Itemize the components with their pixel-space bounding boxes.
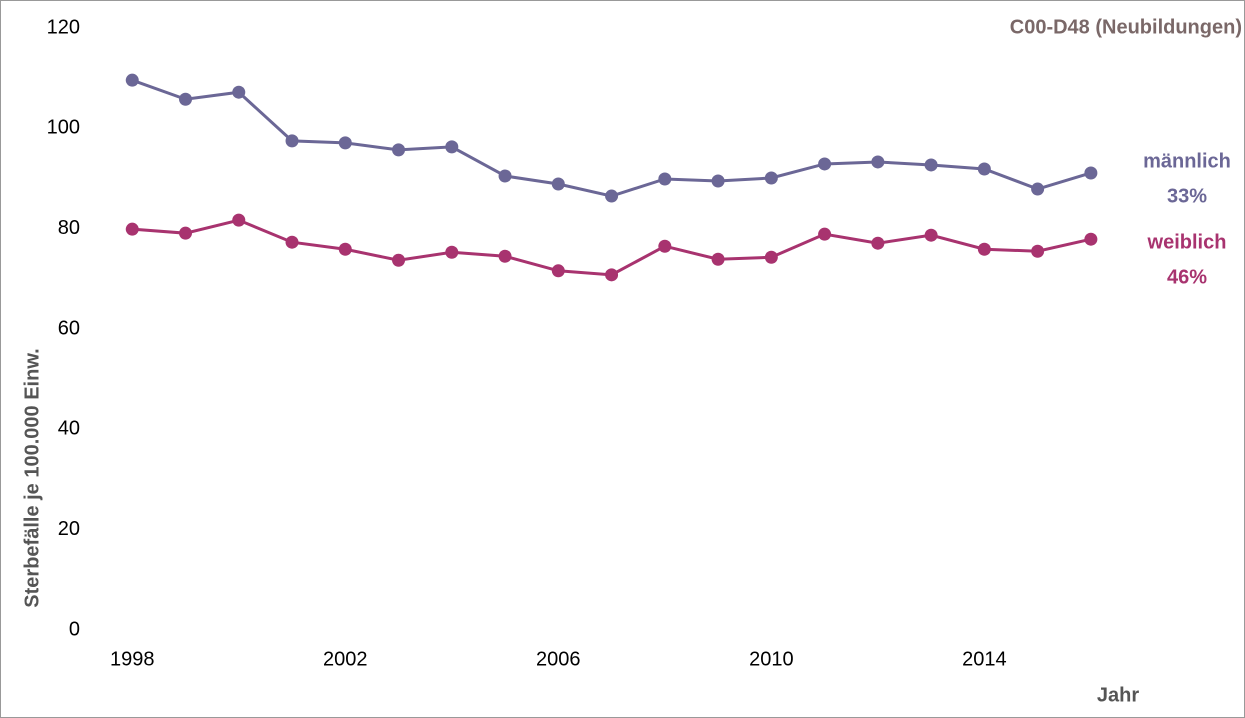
y-tick-label: 20 [58, 518, 80, 540]
data-point [711, 252, 725, 266]
data-point [658, 239, 672, 253]
data-point [445, 245, 459, 259]
data-point [498, 169, 512, 183]
series-annotation: 46% [1167, 266, 1207, 288]
series-label: männlich [1143, 150, 1231, 172]
data-point [551, 264, 565, 278]
data-point [232, 85, 246, 99]
x-tick-label: 1998 [110, 648, 155, 670]
data-point [125, 222, 139, 236]
data-point [1031, 244, 1045, 258]
data-point [338, 136, 352, 150]
data-point [1084, 166, 1098, 180]
data-point [924, 158, 938, 172]
y-tick-label: 100 [47, 117, 80, 139]
x-tick-label: 2014 [962, 648, 1007, 670]
x-tick-label: 2010 [749, 648, 794, 670]
x-axis-label: Jahr [1097, 684, 1139, 706]
x-tick-label: 2006 [536, 648, 581, 670]
y-axis-label: Sterbefälle je 100.000 Einw. [21, 348, 43, 607]
y-tick-label: 40 [58, 418, 80, 440]
data-point [764, 250, 778, 264]
data-point [818, 157, 832, 171]
series-annotation: 33% [1167, 185, 1207, 207]
data-point [392, 253, 406, 267]
y-tick-label: 80 [58, 217, 80, 239]
data-point [658, 172, 672, 186]
data-point [977, 162, 991, 176]
series-label: weiblich [1147, 231, 1227, 253]
data-point [818, 227, 832, 241]
data-point [605, 268, 619, 282]
data-point [711, 174, 725, 188]
data-point [1084, 232, 1098, 246]
y-tick-label: 60 [58, 317, 80, 339]
data-point [871, 236, 885, 250]
data-point [977, 242, 991, 256]
data-point [498, 249, 512, 263]
data-point [1031, 182, 1045, 196]
chart-title: C00-D48 (Neubildungen) [1010, 16, 1242, 38]
data-point [285, 235, 299, 249]
data-point [232, 213, 246, 227]
data-point [871, 155, 885, 169]
data-point [179, 226, 193, 240]
data-point [125, 73, 139, 87]
data-point [924, 228, 938, 242]
data-point [285, 134, 299, 148]
data-point [179, 92, 193, 106]
data-point [551, 177, 565, 191]
x-tick-label: 2002 [323, 648, 368, 670]
data-point [605, 189, 619, 203]
data-point [445, 140, 459, 154]
y-tick-label: 120 [47, 16, 80, 38]
data-point [764, 171, 778, 185]
data-point [392, 143, 406, 157]
y-tick-label: 0 [69, 618, 80, 640]
data-point [338, 242, 352, 256]
